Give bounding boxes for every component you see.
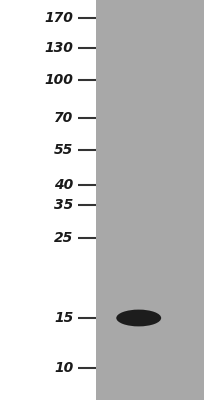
Ellipse shape (116, 310, 161, 326)
Text: 100: 100 (44, 73, 73, 87)
Text: 15: 15 (54, 311, 73, 325)
Text: 55: 55 (54, 143, 73, 157)
Text: 170: 170 (44, 11, 73, 25)
Bar (96, 0, 204, 400)
Text: 70: 70 (54, 111, 73, 125)
Text: 40: 40 (54, 178, 73, 192)
Text: 130: 130 (44, 41, 73, 55)
Text: 35: 35 (54, 198, 73, 212)
Text: 10: 10 (54, 361, 73, 375)
Text: 25: 25 (54, 231, 73, 245)
